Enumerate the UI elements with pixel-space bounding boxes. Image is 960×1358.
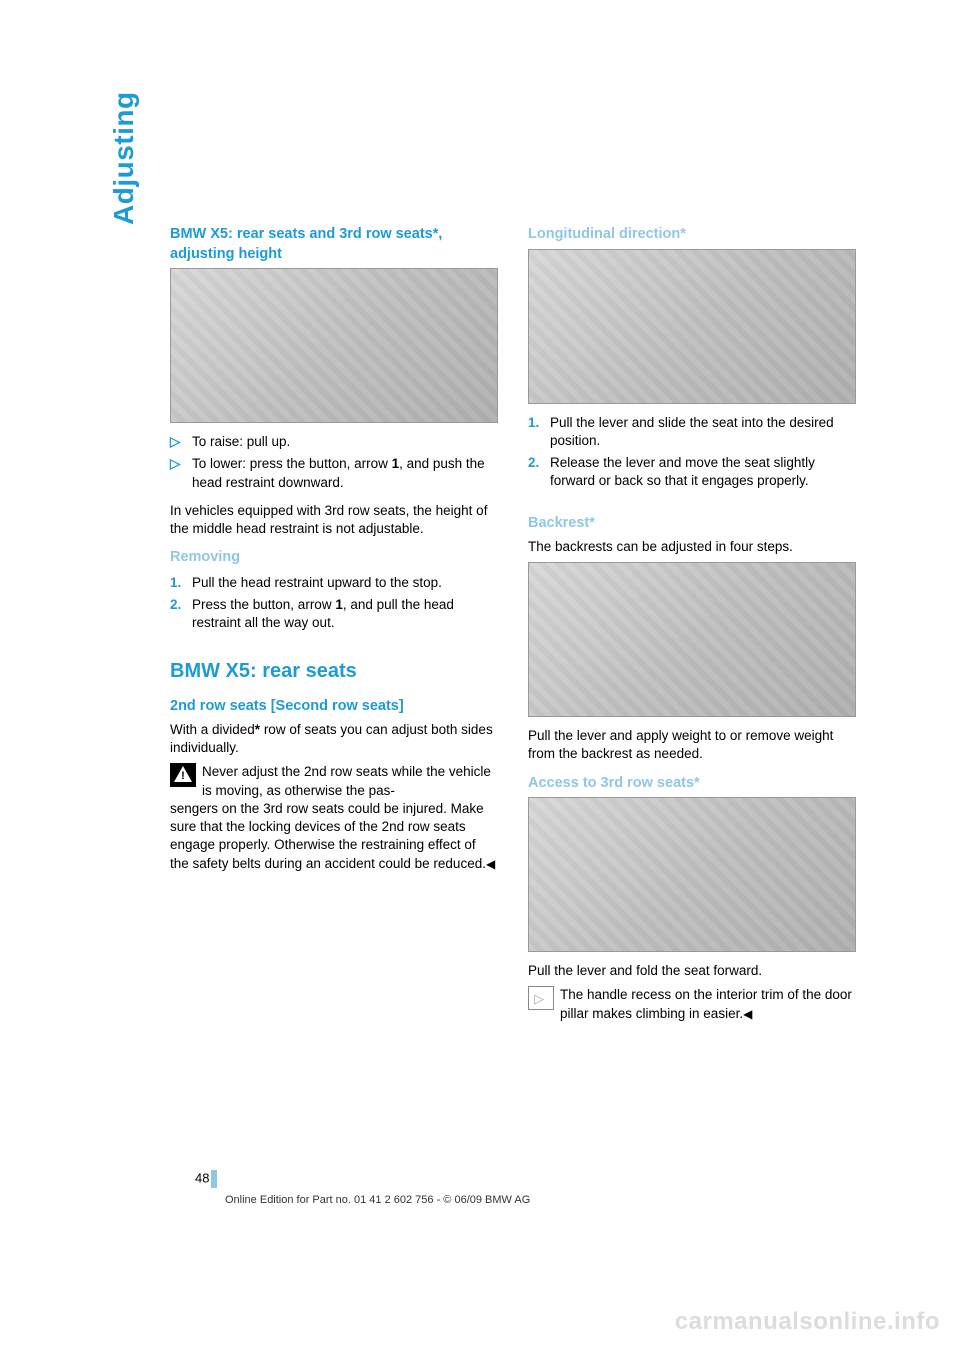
heading-backrest: Backrest* bbox=[528, 514, 856, 534]
tip-text: The handle recess on the interior trim o… bbox=[560, 986, 856, 1022]
left-column: BMW X5: rear seats and 3rd row seats*, a… bbox=[170, 225, 498, 1033]
paragraph-3rd-row-note: In vehicles equipped with 3rd row seats,… bbox=[170, 502, 498, 538]
step-1: 1. Pull the head restraint upward to the… bbox=[170, 574, 498, 592]
warning-text: Never adjust the 2nd row seats while the… bbox=[202, 763, 498, 799]
triangle-marker-icon: ▷ bbox=[170, 433, 192, 451]
step-2: 2. Release the lever and move the seat s… bbox=[528, 454, 856, 490]
step-number: 2. bbox=[528, 454, 550, 490]
right-column: Longitudinal direction* 1. Pull the leve… bbox=[528, 225, 856, 1033]
heading-rear-seats-height: BMW X5: rear seats and 3rd row seats*, a… bbox=[170, 225, 498, 264]
warning-icon bbox=[170, 763, 196, 787]
warning-block: Never adjust the 2nd row seats while the… bbox=[170, 763, 498, 799]
section-tab: Adjusting bbox=[108, 91, 140, 225]
figure-access-3rd-row bbox=[528, 797, 856, 952]
manual-page: Adjusting BMW X5: rear seats and 3rd row… bbox=[0, 0, 960, 1358]
paragraph-backrest-steps: The backrests can be adjusted in four st… bbox=[528, 538, 856, 556]
ordered-list-removing: 1. Pull the head restraint upward to the… bbox=[170, 574, 498, 633]
warning-text-cont: sengers on the 3rd row seats could be in… bbox=[170, 800, 498, 873]
figure-headrest-height bbox=[170, 268, 498, 423]
ordered-list-longitudinal: 1. Pull the lever and slide the seat int… bbox=[528, 414, 856, 491]
step-text: Pull the head restraint upward to the st… bbox=[192, 574, 498, 592]
step-2: 2. Press the button, arrow 1, and pull t… bbox=[170, 596, 498, 632]
bullet-text: To raise: pull up. bbox=[192, 433, 498, 451]
heading-access-3rd-row: Access to 3rd row seats* bbox=[528, 774, 856, 794]
paragraph-backrest-lever: Pull the lever and apply weight to or re… bbox=[528, 727, 856, 763]
step-text: Pull the lever and slide the seat into t… bbox=[550, 414, 856, 450]
step-number: 1. bbox=[170, 574, 192, 592]
content-columns: BMW X5: rear seats and 3rd row seats*, a… bbox=[170, 225, 855, 1033]
paragraph-fold-forward: Pull the lever and fold the seat forward… bbox=[528, 962, 856, 980]
bullet-list-height: ▷ To raise: pull up. ▷ To lower: press t… bbox=[170, 433, 498, 492]
footer-text: Online Edition for Part no. 01 41 2 602 … bbox=[225, 1194, 530, 1206]
heading-bmw-x5-rear-seats: BMW X5: rear seats bbox=[170, 658, 498, 685]
bullet-raise: ▷ To raise: pull up. bbox=[170, 433, 498, 451]
figure-longitudinal bbox=[528, 249, 856, 404]
step-number: 2. bbox=[170, 596, 192, 632]
triangle-marker-icon: ▷ bbox=[170, 455, 192, 491]
paragraph-divided-row: With a divided* row of seats you can adj… bbox=[170, 721, 498, 757]
tip-block: The handle recess on the interior trim o… bbox=[528, 986, 856, 1022]
heading-removing: Removing bbox=[170, 548, 498, 568]
step-text: Press the button, arrow 1, and pull the … bbox=[192, 596, 498, 632]
watermark: carmanualsonline.info bbox=[675, 1308, 940, 1336]
step-1: 1. Pull the lever and slide the seat int… bbox=[528, 414, 856, 450]
step-text: Release the lever and move the seat slig… bbox=[550, 454, 856, 490]
tip-icon bbox=[528, 986, 554, 1010]
bullet-lower: ▷ To lower: press the button, arrow 1, a… bbox=[170, 455, 498, 491]
figure-backrest bbox=[528, 562, 856, 717]
heading-2nd-row-seats: 2nd row seats [Second row seats] bbox=[170, 697, 498, 717]
page-number: 48 bbox=[195, 1170, 217, 1188]
heading-longitudinal: Longitudinal direction* bbox=[528, 225, 856, 245]
step-number: 1. bbox=[528, 414, 550, 450]
bullet-text: To lower: press the button, arrow 1, and… bbox=[192, 455, 498, 491]
